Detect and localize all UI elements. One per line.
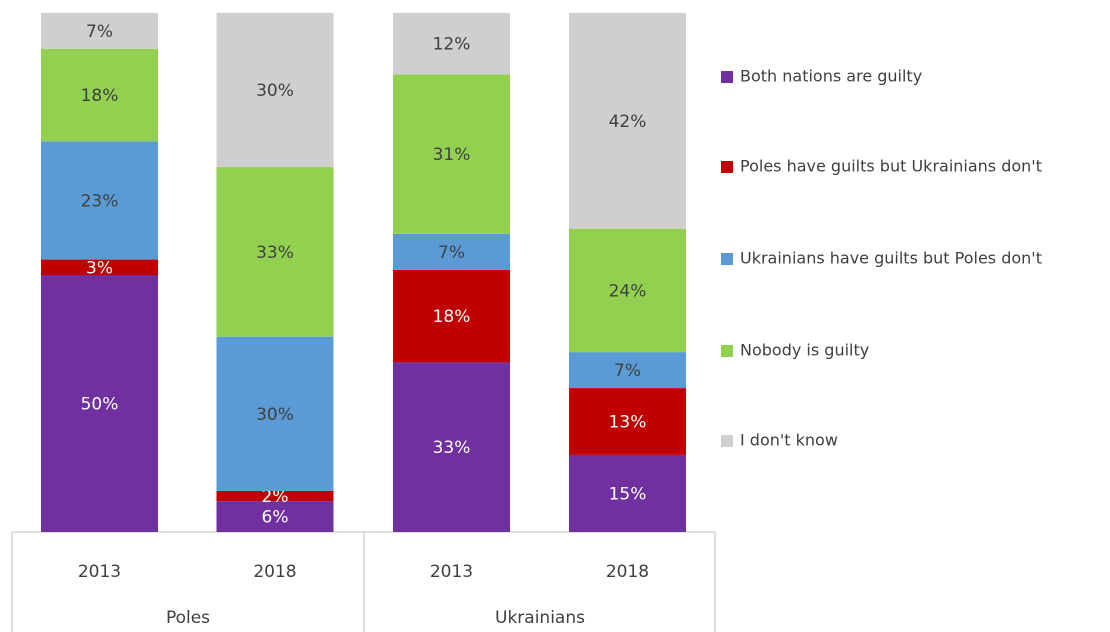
data-label: 18%	[81, 86, 119, 106]
legend-swatch	[721, 71, 733, 83]
bar-segment	[216, 336, 334, 491]
bar-segment	[41, 48, 158, 142]
data-label: 3%	[86, 258, 113, 278]
bar-segment	[216, 167, 334, 337]
bar-segment	[393, 233, 510, 270]
bar-segment	[216, 501, 334, 532]
bar-segment	[393, 362, 510, 532]
data-label: 42%	[609, 112, 647, 132]
data-label: 33%	[433, 438, 471, 458]
data-label: 50%	[81, 395, 119, 415]
bar-segment	[393, 12, 510, 75]
legend-text: I don't know	[740, 431, 838, 450]
legend-swatch	[721, 435, 733, 447]
x-tick-label: 2018	[253, 562, 296, 582]
legend-text: Ukrainians have guilts but Poles don't	[740, 249, 1042, 268]
data-label: 31%	[433, 145, 471, 165]
x-tick-label: 2018	[606, 562, 649, 582]
data-label: 7%	[614, 361, 641, 381]
data-label: 18%	[433, 307, 471, 327]
x-tick-label: 2013	[78, 562, 121, 582]
legend-swatch	[721, 253, 733, 265]
bar-segment	[41, 12, 158, 49]
bar-segment	[569, 12, 686, 229]
group-label: Poles	[166, 608, 210, 628]
bar-segment	[41, 259, 158, 275]
bar-segment	[393, 269, 510, 363]
bar-segment	[41, 275, 158, 532]
legend-swatch	[721, 345, 733, 357]
group-label: Ukrainians	[495, 608, 585, 628]
bar-segment	[216, 12, 334, 168]
data-label: 13%	[609, 412, 647, 432]
data-label: 7%	[438, 243, 465, 263]
legend-text: Poles have guilts but Ukrainians don't	[740, 157, 1042, 176]
legend-text: Nobody is guilty	[740, 341, 869, 360]
legend-text: Both nations are guilty	[740, 67, 922, 86]
data-label: 30%	[256, 405, 294, 425]
legend-swatch	[721, 161, 733, 173]
data-label: 33%	[256, 243, 294, 263]
data-label: 7%	[86, 22, 113, 42]
x-tick-label: 2013	[430, 562, 473, 582]
category-axis	[11, 531, 716, 632]
data-label: 15%	[609, 484, 647, 504]
data-label: 30%	[256, 81, 294, 101]
bar-segment	[569, 228, 686, 353]
bar-segment	[216, 490, 334, 502]
data-label: 6%	[262, 508, 289, 528]
bar-segment	[41, 141, 158, 260]
data-label: 2%	[262, 487, 289, 507]
data-label: 23%	[81, 191, 119, 211]
bar-segment	[393, 74, 510, 234]
data-label: 12%	[433, 35, 471, 55]
bar-segment	[569, 352, 686, 389]
bar-segment	[569, 388, 686, 455]
bar-segment	[569, 454, 686, 532]
data-label: 24%	[609, 281, 647, 301]
